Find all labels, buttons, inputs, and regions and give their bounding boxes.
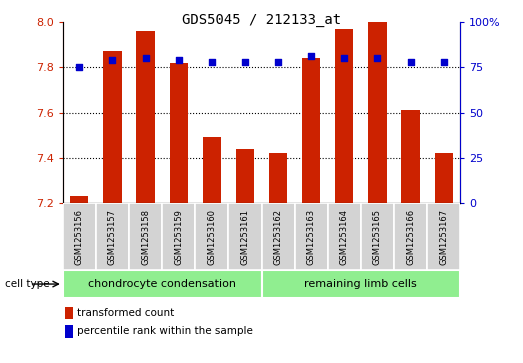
Text: cell type: cell type [5,279,50,289]
Bar [129,203,162,270]
Bar [65,307,73,319]
Text: GSM1253159: GSM1253159 [174,209,183,265]
Text: GSM1253163: GSM1253163 [306,209,316,265]
Text: GSM1253164: GSM1253164 [340,209,349,265]
Bar [302,58,320,203]
Bar [70,196,88,203]
Text: chondrocyte condensation: chondrocyte condensation [88,279,236,289]
Bar [169,62,188,203]
Bar [63,270,262,298]
Bar [262,270,460,298]
Text: GDS5045 / 212133_at: GDS5045 / 212133_at [182,13,341,27]
Point [307,53,315,59]
Text: GSM1253165: GSM1253165 [373,209,382,265]
Bar [402,110,419,203]
Bar [294,203,328,270]
Bar [368,22,386,203]
Text: GSM1253156: GSM1253156 [75,209,84,265]
Text: transformed count: transformed count [77,308,174,318]
Text: GSM1253161: GSM1253161 [241,209,249,265]
Bar [104,51,121,203]
Bar [328,203,361,270]
Point [208,59,216,65]
Bar [262,203,294,270]
Point [108,57,117,63]
Text: GSM1253166: GSM1253166 [406,209,415,265]
Point [274,59,282,65]
Bar [162,203,195,270]
Text: remaining limb cells: remaining limb cells [304,279,417,289]
Bar [394,203,427,270]
Text: percentile rank within the sample: percentile rank within the sample [77,326,253,336]
Bar [229,203,262,270]
Point [175,57,183,63]
Bar [435,154,453,203]
Bar [236,149,254,203]
Point [241,59,249,65]
Bar [63,203,96,270]
Bar [335,29,354,203]
Text: GSM1253167: GSM1253167 [439,209,448,265]
Bar [137,31,155,203]
Point [141,55,150,61]
Text: GSM1253162: GSM1253162 [274,209,282,265]
Bar [96,203,129,270]
Point [406,59,415,65]
Bar [203,138,221,203]
Bar [65,325,73,338]
Bar [361,203,394,270]
Point [439,59,448,65]
Bar [427,203,460,270]
Text: GSM1253160: GSM1253160 [207,209,217,265]
Bar [269,154,287,203]
Text: GSM1253157: GSM1253157 [108,209,117,265]
Point [75,64,84,70]
Point [373,55,382,61]
Point [340,55,348,61]
Bar [195,203,229,270]
Text: GSM1253158: GSM1253158 [141,209,150,265]
